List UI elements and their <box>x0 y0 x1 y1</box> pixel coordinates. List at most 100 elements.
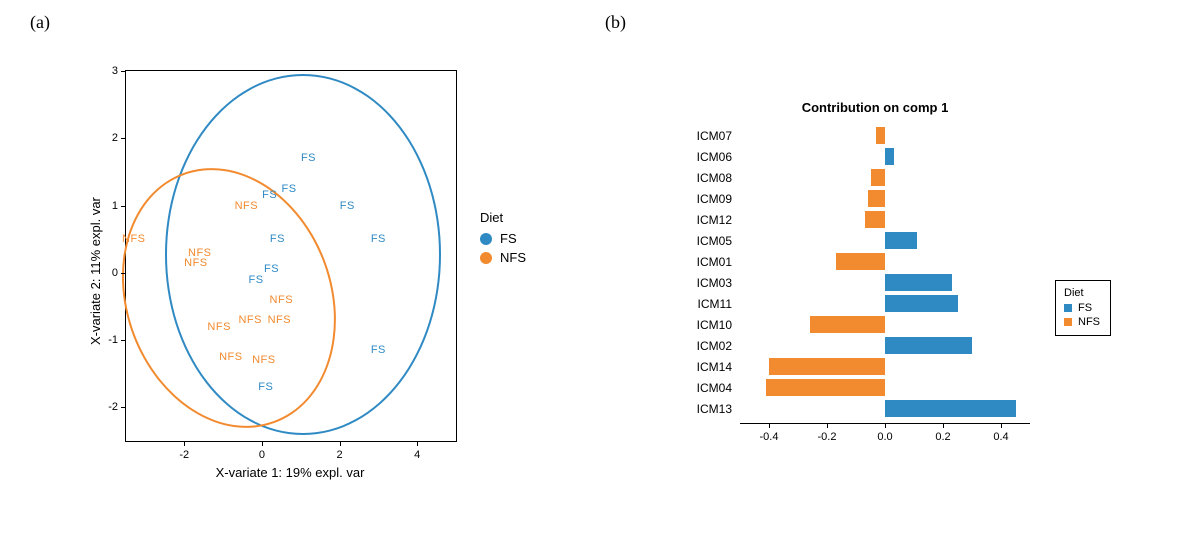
scatter-point: FS <box>340 200 355 212</box>
bar-x-tick-mark <box>769 423 770 428</box>
bar-label: ICM06 <box>697 150 732 164</box>
legend-square-icon <box>1064 304 1072 312</box>
bar-row: ICM04 <box>740 377 1030 398</box>
scatter-x-tick-label: 0 <box>259 449 265 461</box>
bar-rect <box>885 274 952 291</box>
bar-row: ICM12 <box>740 209 1030 230</box>
scatter-point: NFS <box>219 351 243 363</box>
bar-row: ICM09 <box>740 188 1030 209</box>
legend-square-icon <box>1064 318 1072 326</box>
scatter-y-tick-mark <box>121 138 126 139</box>
scatter-point: FS <box>282 183 297 195</box>
scatter-point: FS <box>371 344 386 356</box>
bar-legend-title: Diet <box>1064 287 1100 299</box>
bar-row: ICM11 <box>740 293 1030 314</box>
bar-row: ICM08 <box>740 167 1030 188</box>
bar-rect <box>871 169 886 186</box>
scatter-x-tick-mark <box>417 441 418 446</box>
scatter-x-tick-mark <box>340 441 341 446</box>
scatter-legend-title: Diet <box>480 210 526 225</box>
bar-label: ICM04 <box>697 381 732 395</box>
scatter-x-tick-mark <box>262 441 263 446</box>
scatter-legend: Diet FS NFS <box>480 210 526 269</box>
scatter-panel: FSFSFSFSFSFSFSFSFSFSNFSNFSNFSNFSNFSNFSNF… <box>70 60 500 480</box>
bar-rect <box>769 358 885 375</box>
panel-label-b: (b) <box>605 12 626 33</box>
scatter-point: NFS <box>122 233 146 245</box>
legend-label: FS <box>1078 301 1092 315</box>
scatter-x-tick-mark <box>184 441 185 446</box>
bar-x-tick-mark <box>1001 423 1002 428</box>
scatter-y-tick-label: -2 <box>98 401 118 413</box>
bar-label: ICM14 <box>697 360 732 374</box>
bar-label: ICM09 <box>697 192 732 206</box>
bar-x-tick-mark <box>885 423 886 428</box>
bar-x-tick-label: 0.0 <box>877 431 892 443</box>
bar-row: ICM13 <box>740 398 1030 419</box>
bar-label: ICM02 <box>697 339 732 353</box>
bar-x-tick-label: 0.4 <box>993 431 1008 443</box>
scatter-y-tick-mark <box>121 206 126 207</box>
bar-rect <box>885 295 958 312</box>
panel-label-a: (a) <box>30 12 50 33</box>
scatter-point: NFS <box>252 354 276 366</box>
scatter-legend-item: FS <box>480 231 526 246</box>
bar-label: ICM10 <box>697 318 732 332</box>
bar-rect <box>865 211 885 228</box>
bar-label: ICM03 <box>697 276 732 290</box>
scatter-point: FS <box>262 189 277 201</box>
bar-plot-area: ICM07ICM06ICM08ICM09ICM12ICM05ICM01ICM03… <box>740 125 1030 430</box>
scatter-point: FS <box>301 152 316 164</box>
figure-root: (a) (b) FSFSFSFSFSFSFSFSFSFSNFSNFSNFSNFS… <box>0 0 1196 537</box>
scatter-y-tick-mark <box>121 273 126 274</box>
legend-dot-icon <box>480 233 492 245</box>
bar-row: ICM03 <box>740 272 1030 293</box>
scatter-point: NFS <box>238 314 262 326</box>
scatter-point: FS <box>264 263 279 275</box>
scatter-plot-area: FSFSFSFSFSFSFSFSFSFSNFSNFSNFSNFSNFSNFSNF… <box>125 70 457 442</box>
bar-label: ICM08 <box>697 171 732 185</box>
legend-label: FS <box>500 231 517 246</box>
scatter-point: NFS <box>268 314 292 326</box>
bar-rect <box>876 127 885 144</box>
legend-dot-icon <box>480 252 492 264</box>
scatter-point: NFS <box>184 257 208 269</box>
bar-legend: Diet FSNFS <box>1055 280 1111 336</box>
bar-row: ICM07 <box>740 125 1030 146</box>
bar-x-tick-label: -0.2 <box>818 431 837 443</box>
scatter-y-tick-label: 2 <box>98 132 118 144</box>
bar-rect <box>766 379 885 396</box>
scatter-y-tick-label: 3 <box>98 65 118 77</box>
bar-label: ICM12 <box>697 213 732 227</box>
scatter-point: FS <box>249 274 264 286</box>
legend-label: NFS <box>1078 315 1100 329</box>
bar-rect <box>885 148 894 165</box>
bar-label: ICM13 <box>697 402 732 416</box>
scatter-x-tick-label: -2 <box>179 449 189 461</box>
bar-label: ICM11 <box>698 297 732 311</box>
bar-x-tick-mark <box>827 423 828 428</box>
bar-row: ICM14 <box>740 356 1030 377</box>
bar-x-tick-label: 0.2 <box>935 431 950 443</box>
bar-rect <box>810 316 885 333</box>
bar-x-tick-label: -0.4 <box>760 431 779 443</box>
scatter-point: FS <box>258 381 273 393</box>
scatter-point: FS <box>371 233 386 245</box>
scatter-point: NFS <box>207 321 231 333</box>
bar-label: ICM07 <box>697 129 732 143</box>
bar-x-tick-mark <box>943 423 944 428</box>
bar-rect <box>885 337 972 354</box>
scatter-y-tick-mark <box>121 340 126 341</box>
scatter-legend-item: NFS <box>480 250 526 265</box>
bar-panel: Contribution on comp 1 ICM07ICM06ICM08IC… <box>660 100 1090 480</box>
bar-row: ICM10 <box>740 314 1030 335</box>
scatter-x-tick-label: 4 <box>414 449 420 461</box>
bar-chart-title: Contribution on comp 1 <box>660 100 1090 115</box>
bar-label: ICM01 <box>697 255 732 269</box>
bar-row: ICM01 <box>740 251 1030 272</box>
scatter-y-axis-label: X-variate 2: 11% expl. var <box>88 197 103 345</box>
scatter-point: FS <box>270 233 285 245</box>
bar-label: ICM05 <box>697 234 732 248</box>
scatter-x-axis-label: X-variate 1: 19% expl. var <box>125 465 455 480</box>
bar-rect <box>885 400 1016 417</box>
